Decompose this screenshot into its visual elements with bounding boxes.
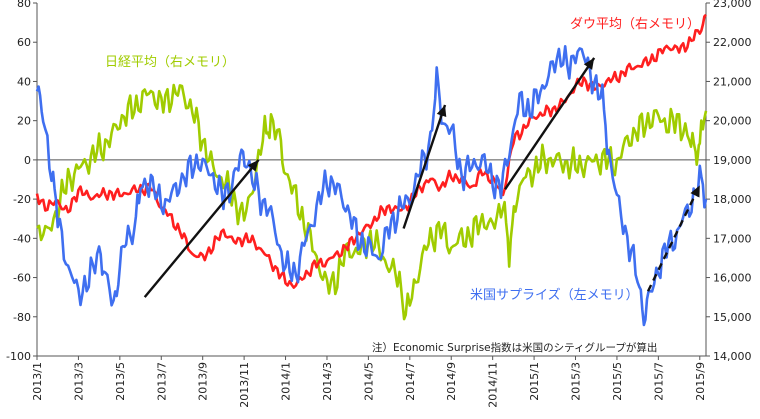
x-tick-label: 2014/11	[487, 362, 500, 408]
trend-arrow-0	[143, 159, 260, 298]
right-tick-label: 16,000	[713, 272, 752, 285]
left-tick-label: 40	[17, 75, 31, 88]
x-tick-label: 2013/1	[31, 362, 44, 401]
series-line-2	[36, 83, 708, 321]
right-tick-label: 20,000	[713, 115, 752, 128]
trend-arrow-head-1	[436, 104, 447, 117]
left-tick-label: -60	[13, 272, 31, 285]
x-tick-label: 2015/7	[652, 362, 665, 401]
chart-note: 注）Economic Surprise指数は米国のシティグループが算出	[372, 341, 657, 354]
annotation-nikkei: 日経平均（右メモリ）	[105, 55, 235, 70]
left-tick-label: 60	[17, 36, 31, 49]
right-tick-label: 22,000	[713, 36, 752, 49]
x-tick-label: 2014/1	[280, 362, 293, 401]
x-tick-label: 2015/9	[694, 362, 707, 401]
x-tick-label: 2014/3	[321, 362, 334, 401]
chart-arrows	[143, 57, 701, 298]
x-tick-label: 2013/3	[72, 362, 85, 401]
left-tick-label: -40	[13, 232, 31, 245]
right-tick-label: 19,000	[713, 154, 752, 167]
x-tick-label: 2015/5	[611, 362, 624, 401]
annotation-dow: ダウ平均（右メモリ）	[570, 17, 700, 32]
trend-arrow-head-2	[583, 57, 595, 70]
chart-labels: 日経平均（右メモリ） ダウ平均（右メモリ） 米国サプライズ（左メモリ） 注）Ec…	[105, 17, 700, 354]
left-tick-label: -80	[13, 311, 31, 324]
chart-series	[35, 13, 708, 327]
annotation-us-surprise: 米国サプライズ（左メモリ）	[470, 287, 639, 303]
x-tick-label: 2015/3	[570, 362, 583, 401]
left-tick-label: 80	[17, 0, 31, 10]
left-tick-label: 0	[24, 154, 31, 167]
left-tick-label: -20	[13, 193, 31, 206]
trend-arrow-head-3	[690, 185, 700, 198]
right-tick-label: 17,000	[713, 232, 752, 245]
series-line-0	[35, 44, 708, 327]
x-tick-label: 2013/9	[197, 362, 210, 401]
chart-ticks: 80 60 40 20 0 -20 -40 -60 -80 -100 23,000 22,000 21,…	[6, 0, 751, 408]
x-tick-label: 2014/9	[445, 362, 458, 401]
trend-arrow-2	[504, 57, 596, 190]
x-tick-label: 2015/1	[528, 362, 541, 401]
left-tick-label: -100	[6, 350, 31, 363]
x-tick-label: 2013/7	[155, 362, 168, 401]
right-tick-label: 21,000	[713, 75, 752, 88]
left-tick-label: 20	[17, 115, 31, 128]
x-tick-label: 2013/5	[114, 362, 127, 401]
trend-arrow-1	[402, 104, 447, 229]
x-tick-label: 2014/7	[404, 362, 417, 401]
x-tick-label: 2014/5	[362, 362, 375, 401]
right-tick-label: 14,000	[713, 350, 752, 363]
right-tick-label: 18,000	[713, 193, 752, 206]
right-tick-label: 15,000	[713, 311, 752, 324]
trend-arrow-head-0	[247, 159, 259, 172]
right-tick-label: 23,000	[713, 0, 752, 10]
x-tick-label: 2013/11	[238, 362, 251, 408]
trend-arrow-3	[646, 184, 701, 292]
